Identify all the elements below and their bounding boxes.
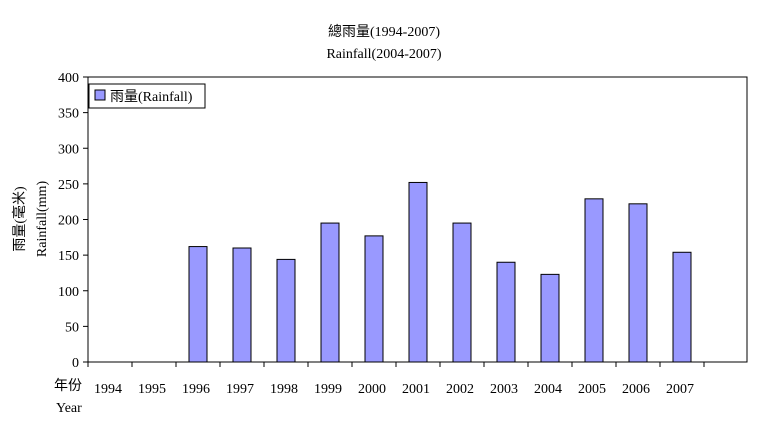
- bar-2005: [584, 198, 604, 363]
- bar-2006: [628, 203, 648, 363]
- y-tick-label: 100: [58, 285, 79, 300]
- x-tick-label: 2001: [402, 382, 430, 397]
- bar-1998: [276, 258, 296, 363]
- y-tick-label: 350: [58, 107, 79, 122]
- x-tick-label: 2003: [490, 382, 518, 397]
- chart-title: 總雨量(1994-2007): [328, 23, 440, 40]
- x-tick-label: 1996: [182, 382, 210, 397]
- y-tick-label: 0: [72, 356, 79, 371]
- chart-subtitle: Rainfall(2004-2007): [326, 47, 441, 62]
- bar-1999: [320, 222, 340, 363]
- bar-1996: [188, 246, 208, 363]
- x-tick-label: 2000: [358, 382, 386, 397]
- x-axis: 1994 1995 1996 1997 1998 1999 2000 2001 2002 2003…: [87, 362, 705, 397]
- bar-2000: [364, 235, 384, 363]
- x-tick-label: 2006: [622, 382, 650, 397]
- bar-series: [188, 181, 692, 363]
- x-tick-label: 1997: [226, 382, 254, 397]
- y-axis-label-en: Rainfall(mm): [35, 181, 50, 258]
- bar-2001: [408, 181, 428, 363]
- bar-2003: [496, 261, 516, 363]
- y-axis-label-zh: 雨量(毫米): [11, 186, 28, 252]
- bar-1997: [232, 247, 252, 363]
- bar-2004: [540, 273, 560, 363]
- y-tick-label: 300: [58, 142, 79, 157]
- x-tick-label: 1995: [138, 382, 166, 397]
- y-tick-label: 150: [58, 249, 79, 264]
- legend: 雨量(Rainfall): [88, 83, 206, 109]
- x-tick-label: 2007: [666, 382, 694, 397]
- y-axis: 0 50 100 150 200 250 300 350 400: [58, 71, 88, 371]
- bar-2007: [672, 251, 692, 363]
- bar-2002: [452, 222, 472, 363]
- legend-box: [88, 83, 206, 109]
- x-axis-label-zh: 年份: [54, 378, 82, 394]
- x-tick-label: 2005: [578, 382, 606, 397]
- legend-label: 雨量(Rainfall): [110, 89, 193, 105]
- y-tick-label: 400: [58, 71, 79, 86]
- y-tick-label: 200: [58, 214, 79, 229]
- x-tick-label: 2004: [534, 382, 562, 397]
- x-tick-label: 1999: [314, 382, 342, 397]
- x-tick-label: 1994: [94, 382, 122, 397]
- x-tick-label: 2002: [446, 382, 474, 397]
- x-tick-label: 1998: [270, 382, 298, 397]
- y-tick-label: 250: [58, 178, 79, 193]
- x-axis-label-en: Year: [56, 401, 82, 416]
- legend-swatch: [94, 89, 106, 101]
- y-tick-label: 50: [65, 320, 79, 335]
